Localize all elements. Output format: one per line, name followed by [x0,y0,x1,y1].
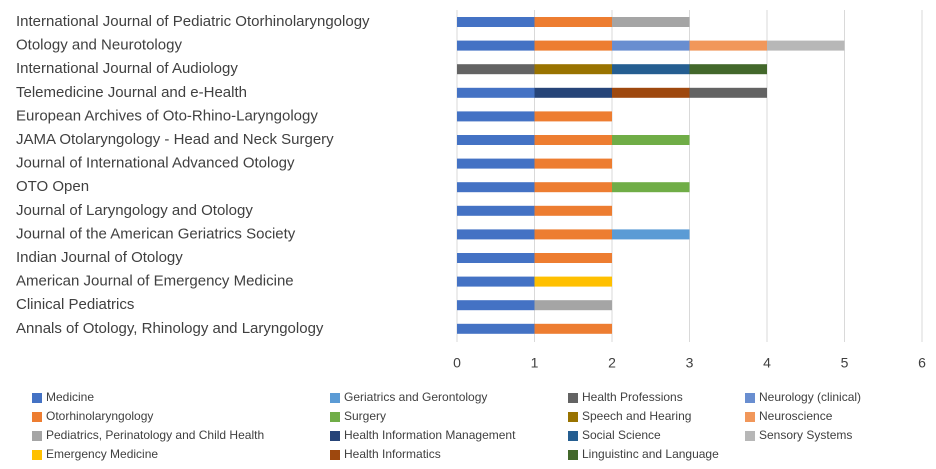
bar-segment [612,135,690,145]
legend-label: Social Science [582,428,661,442]
bar-segment [457,253,535,263]
legend-swatch [568,431,578,441]
bar-segment [612,87,690,98]
bar-segment [534,253,612,263]
legend-swatch [32,393,42,403]
bar-segment [457,158,535,169]
bar-segment [534,182,612,193]
legend-swatch [32,450,42,460]
bar-segment [534,135,612,145]
bar-segment [534,64,612,75]
y-tick-label: Telemedicine Journal and e-Health [16,84,247,101]
bar-segment [767,40,845,51]
x-tick-label: 3 [686,355,694,371]
bar-segment [534,158,612,169]
legend-label: Otorhinolaryngology [46,409,153,423]
legend-label: Pediatrics, Perinatology and Child Healt… [46,428,264,442]
bar-segment [457,182,535,193]
bar-segment [689,40,767,51]
legend-swatch [745,431,755,441]
bar-segment [534,229,612,240]
legend-swatch [745,393,755,403]
y-tick-label: Journal of Laryngology and Otology [16,202,253,219]
legend-swatch [568,412,578,422]
x-tick-label: 2 [608,355,616,371]
y-tick-label: OTO Open [16,178,89,195]
legend-swatch [330,393,340,403]
bar-segment [612,64,690,75]
bar-segment [457,87,535,98]
legend-label: Health Information Management [344,428,516,442]
legend-label: Speech and Hearing [582,409,691,423]
legend-swatch [568,450,578,460]
y-tick-label: Journal of International Advanced Otolog… [16,155,295,172]
y-tick-label: Clinical Pediatrics [16,296,134,313]
y-tick-label: JAMA Otolaryngology - Head and Neck Surg… [16,131,334,148]
y-tick-label: International Journal of Pediatric Otorh… [16,13,370,30]
x-tick-label: 1 [531,355,539,371]
x-tick-label: 6 [918,355,926,371]
legend-swatch [330,450,340,460]
legend-swatch [32,412,42,422]
y-tick-label: American Journal of Emergency Medicine [16,273,294,290]
bar-segment [612,17,690,27]
bar-segment [534,276,612,287]
legend-label: Sensory Systems [759,428,852,442]
x-tick-label: 5 [841,355,849,371]
bar-segment [689,64,767,75]
bar-segment [534,323,612,334]
bar-segment [457,40,535,51]
y-tick-label: Otology and Neurotology [16,37,182,54]
bar-segment [457,323,535,334]
bar-segment [534,87,612,98]
legend-label: Health Informatics [344,447,441,461]
legend-label: Health Professions [582,390,683,404]
legend-label: Emergency Medicine [46,447,158,461]
bar-segment [457,300,535,311]
bar-segment [689,87,767,98]
legend-swatch [568,393,578,403]
bar-segment [457,17,535,27]
bar-segment [534,40,612,51]
legend-label: Geriatrics and Gerontology [344,390,487,404]
bar-segment [457,135,535,145]
x-tick-label: 4 [763,355,771,371]
bar-segment [457,64,535,75]
legend-swatch [330,431,340,441]
y-tick-label: International Journal of Audiology [16,60,238,77]
bar-segment [534,17,612,27]
bar-segment [534,300,612,311]
y-tick-label: Journal of the American Geriatrics Socie… [16,225,296,242]
legend-swatch [32,431,42,441]
legend-swatch [745,412,755,422]
bar-segment [612,182,690,193]
legend-label: Medicine [46,390,94,404]
legend-swatch [330,412,340,422]
bar-segment [457,111,535,122]
legend-label: Linguistinc and Language [582,447,719,461]
bar-segment [457,276,535,287]
bar-segment [612,40,690,51]
bar-segment [457,229,535,240]
bar-segment [534,111,612,122]
bar-segment [457,205,535,216]
bar-segment [534,205,612,216]
bar-segment [612,229,690,240]
legend-label: Surgery [344,409,386,423]
x-tick-label: 0 [453,355,461,371]
legend-label: Neuroscience [759,409,833,423]
y-tick-label: Indian Journal of Otology [16,249,183,266]
y-tick-label: Annals of Otology, Rhinology and Laryngo… [16,320,324,337]
legend-label: Neurology (clinical) [759,390,861,404]
y-tick-label: European Archives of Oto-Rhino-Laryngolo… [16,107,318,124]
